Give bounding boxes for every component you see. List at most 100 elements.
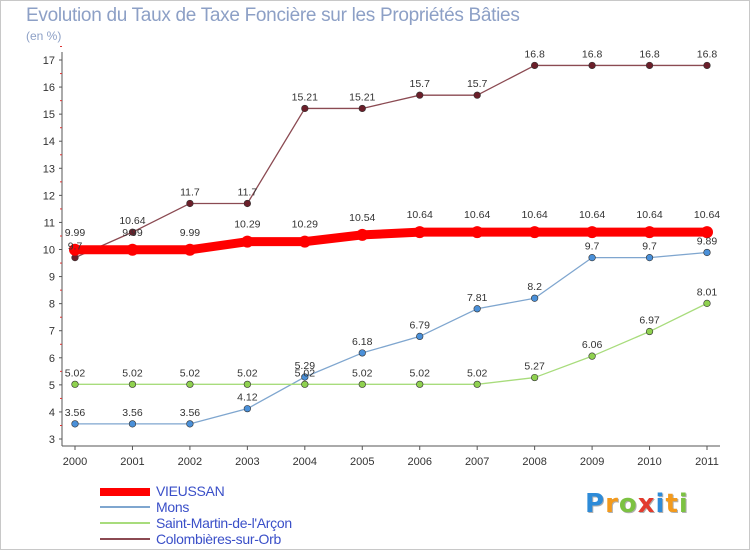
data-label: 3.56 bbox=[122, 407, 143, 419]
data-label: 5.02 bbox=[180, 367, 201, 379]
x-tick-label: 2006 bbox=[407, 456, 431, 468]
data-point bbox=[301, 380, 309, 388]
data-label: 10.64 bbox=[119, 215, 145, 227]
data-point bbox=[301, 373, 309, 381]
data-label: 5.02 bbox=[467, 367, 488, 379]
data-point bbox=[528, 226, 541, 239]
x-tick-label: 2008 bbox=[522, 456, 546, 468]
data-label: 9.7 bbox=[642, 241, 657, 253]
data-point bbox=[243, 405, 251, 413]
data-label: 5.02 bbox=[352, 367, 373, 379]
data-point bbox=[186, 420, 194, 428]
x-tick-label: 2010 bbox=[637, 456, 661, 468]
data-point bbox=[128, 228, 137, 236]
data-label: 9.99 bbox=[65, 227, 86, 239]
y-tick-label: 14 bbox=[43, 136, 55, 148]
data-point bbox=[183, 243, 196, 256]
x-tick-label: 2007 bbox=[465, 456, 489, 468]
data-point bbox=[128, 420, 137, 428]
logo-letter: P bbox=[585, 489, 606, 519]
data-label: 16.8 bbox=[697, 48, 718, 60]
data-label: 7.81 bbox=[467, 292, 488, 304]
data-label: 6.97 bbox=[639, 315, 660, 327]
data-label: 9.89 bbox=[697, 235, 718, 247]
legend-swatch-colombieres bbox=[100, 538, 150, 540]
legend-label-colombieres: Colombières-sur-Orb bbox=[156, 531, 281, 547]
data-label: 4.12 bbox=[237, 392, 258, 404]
data-label: 3.56 bbox=[180, 407, 201, 419]
legend-label-mons: Mons bbox=[156, 499, 190, 515]
x-tick-label: 2003 bbox=[235, 456, 259, 468]
data-point bbox=[71, 380, 79, 388]
data-point bbox=[301, 104, 309, 113]
data-point bbox=[126, 243, 139, 256]
data-point bbox=[243, 199, 251, 208]
data-label: 10.29 bbox=[234, 219, 260, 231]
data-label: 3.56 bbox=[65, 407, 86, 419]
data-label: 16.8 bbox=[639, 48, 660, 60]
data-label: 10.64 bbox=[521, 209, 547, 221]
proxiti-logo: Proxiti bbox=[585, 489, 689, 519]
y-tick-label: 5 bbox=[49, 380, 55, 392]
data-point bbox=[128, 380, 137, 388]
y-tick-label: 7 bbox=[49, 326, 55, 338]
data-label: 15.7 bbox=[467, 78, 488, 90]
data-label: 6.18 bbox=[352, 336, 373, 348]
data-point bbox=[416, 332, 424, 340]
data-label: 6.06 bbox=[582, 339, 603, 351]
data-point bbox=[358, 104, 366, 113]
y-tick-label: 6 bbox=[49, 353, 55, 365]
data-label: 16.8 bbox=[582, 48, 603, 60]
y-tick-label: 16 bbox=[43, 82, 55, 94]
data-label: 10.64 bbox=[579, 209, 605, 221]
chart-title: Evolution du Taux de Taxe Foncière sur l… bbox=[26, 5, 520, 26]
x-tick-label: 2005 bbox=[350, 456, 374, 468]
data-point bbox=[588, 61, 596, 70]
data-label: 10.64 bbox=[464, 209, 490, 221]
data-label: 8.01 bbox=[697, 286, 718, 298]
data-point bbox=[186, 199, 194, 208]
x-tick-label: 2001 bbox=[120, 456, 144, 468]
data-point bbox=[241, 235, 254, 248]
data-label: 10.64 bbox=[694, 209, 720, 221]
data-point bbox=[358, 380, 366, 388]
data-point bbox=[703, 248, 711, 257]
data-point bbox=[358, 349, 366, 357]
series-line-colombi-res-sur-orb bbox=[74, 64, 708, 259]
x-tick-label: 2011 bbox=[695, 456, 719, 468]
data-label: 9.99 bbox=[180, 227, 201, 239]
series-line-vieussan bbox=[70, 227, 712, 255]
data-point bbox=[703, 299, 711, 307]
data-label: 5.29 bbox=[295, 360, 316, 372]
data-point bbox=[531, 294, 539, 302]
data-point bbox=[586, 226, 599, 239]
y-tick-label: 10 bbox=[43, 245, 55, 257]
data-label: 11.7 bbox=[180, 186, 200, 198]
logo-letter: x bbox=[637, 489, 656, 519]
data-label: 10.64 bbox=[407, 209, 433, 221]
data-point bbox=[473, 91, 481, 99]
data-label: 16.8 bbox=[524, 48, 545, 60]
data-point bbox=[243, 380, 251, 388]
legend-label-saint-martin: Saint-Martin-de-l'Arçon bbox=[156, 515, 292, 531]
data-point bbox=[413, 226, 426, 239]
legend-swatch-saint-martin bbox=[100, 522, 150, 524]
legend-swatch-mons bbox=[100, 506, 150, 508]
data-label: 9.7 bbox=[68, 241, 83, 253]
data-point bbox=[473, 305, 481, 313]
logo-letter: o bbox=[618, 489, 638, 519]
data-point bbox=[298, 235, 311, 248]
logo-letter: t bbox=[665, 489, 679, 519]
data-point bbox=[531, 61, 539, 70]
data-label: 6.79 bbox=[410, 319, 431, 331]
data-label: 5.02 bbox=[65, 367, 86, 379]
y-tick-label: 4 bbox=[49, 407, 55, 419]
data-point bbox=[473, 380, 481, 388]
series-line-saint-martin-de-l-ar-on bbox=[74, 302, 708, 385]
data-point bbox=[645, 327, 654, 336]
x-tick-label: 2009 bbox=[580, 456, 604, 468]
legend-swatch-vieussan bbox=[100, 488, 150, 496]
data-point bbox=[356, 228, 369, 241]
y-tick-label: 8 bbox=[49, 299, 55, 311]
